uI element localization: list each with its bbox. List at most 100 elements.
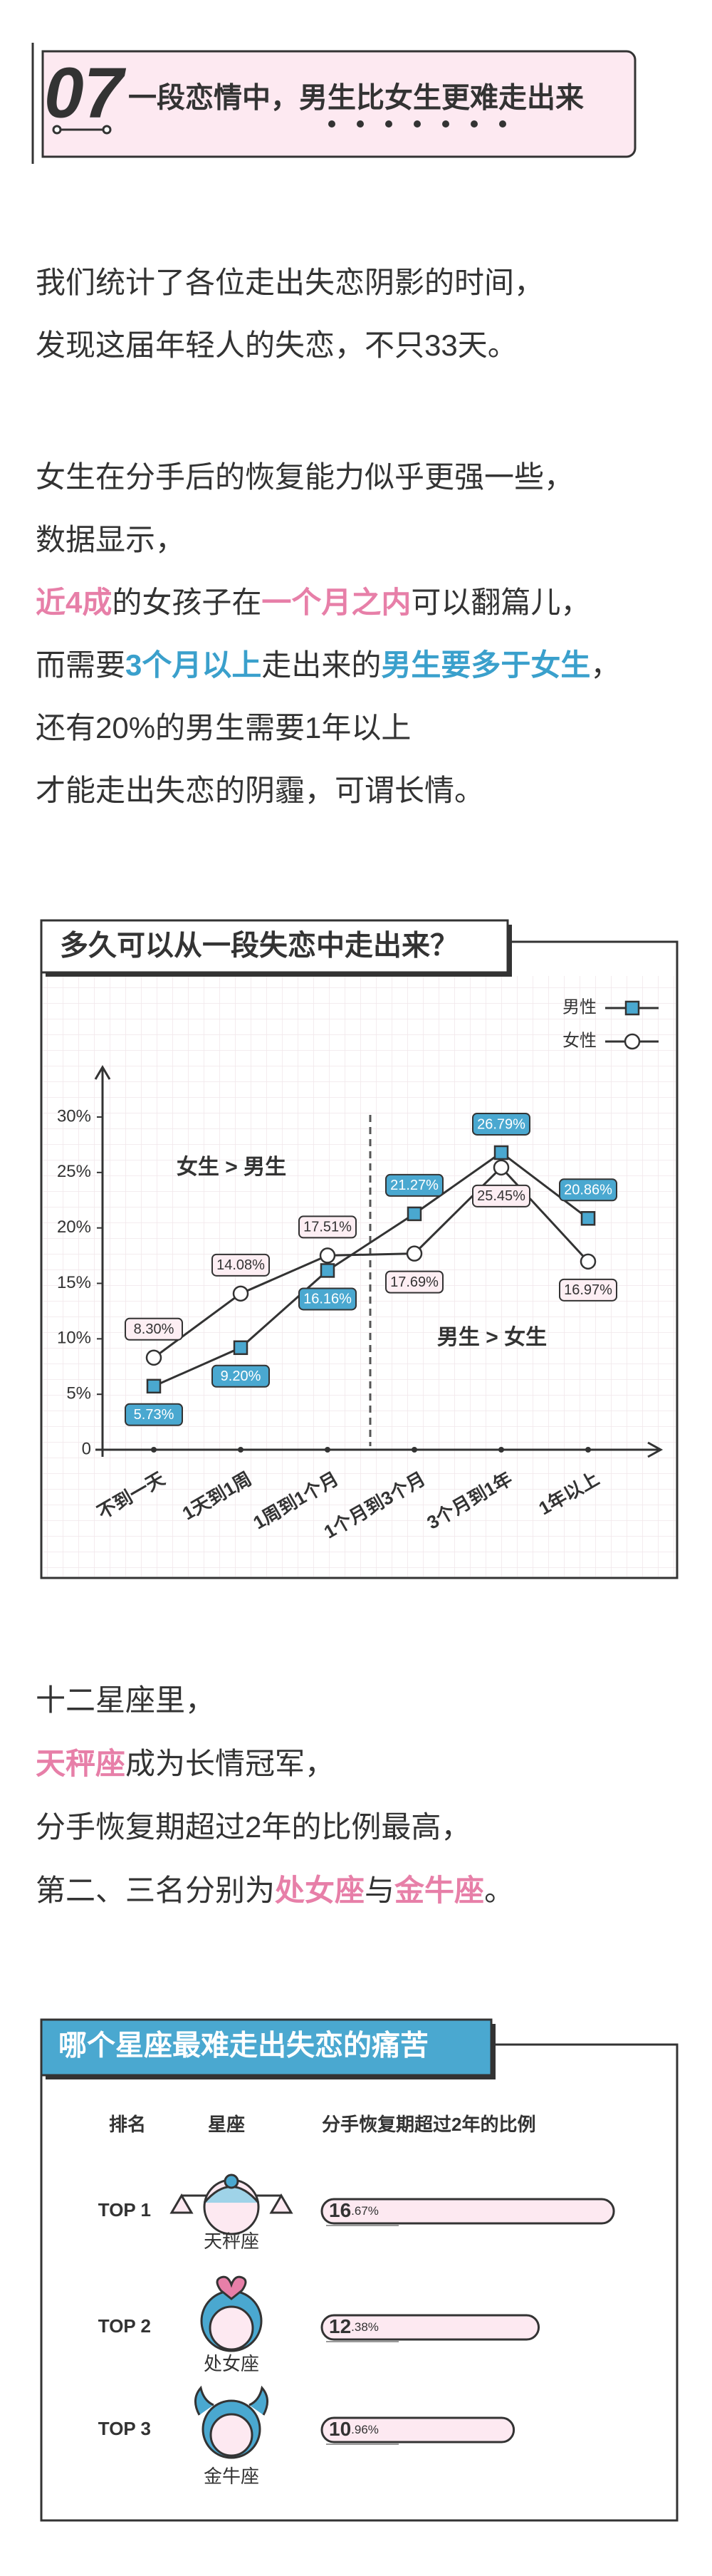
body-text: 第二、三名分别为: [36, 1874, 275, 1907]
data-label-box: [211, 1253, 270, 1277]
data-label: 26.79%: [477, 1116, 525, 1132]
x-tick-dot: [412, 1447, 417, 1453]
paragraph-line: 十二星座里，: [36, 1683, 215, 1717]
body-text: 与: [365, 1874, 394, 1907]
highlight-text: 天秤座: [36, 1747, 125, 1780]
body-text: 十二星座里，: [36, 1683, 215, 1717]
data-label-box: [385, 1270, 444, 1294]
data-label-box: [211, 1364, 270, 1388]
x-tick-dot: [238, 1447, 244, 1453]
body-text: 而需要: [36, 648, 125, 682]
section-number: 07: [44, 53, 127, 133]
bar-label: 16.67%: [329, 2199, 379, 2221]
body-text: 我们统计了各位走出失恋阴影的时间，: [36, 266, 544, 299]
table-frame: 哪个星座最难走出失恋的痛苦: [40, 2018, 679, 2522]
x-tick-dot: [498, 1447, 504, 1453]
marker: [145, 1349, 162, 1366]
body-text: 。: [484, 1874, 514, 1907]
body-text: 走出来的: [261, 648, 381, 682]
paragraph-line: 数据显示，: [36, 523, 185, 556]
y-tick-label: 25%: [57, 1162, 91, 1181]
marker: [580, 1211, 596, 1226]
y-tick-label: 10%: [57, 1329, 91, 1348]
paragraph-line: 分手恢复期超过2年的比例最高，: [36, 1810, 471, 1844]
x-tick-dot: [585, 1447, 591, 1453]
marker: [232, 1285, 249, 1302]
bar-label-int: 10: [329, 2418, 351, 2440]
table-header: 分手恢复期超过2年的比例: [322, 2114, 535, 2135]
icon-taurus: [194, 2385, 268, 2459]
data-label: 14.08%: [216, 1257, 265, 1273]
data-label: 16.97%: [564, 1282, 612, 1298]
marker: [233, 1340, 248, 1356]
bar: [320, 2198, 615, 2225]
header: 07 一段恋情中，男生比女生更难走出来: [31, 43, 637, 164]
highlight-text: 金牛座: [394, 1874, 484, 1907]
data-label: 5.73%: [134, 1407, 174, 1423]
data-label: 17.69%: [390, 1274, 439, 1290]
paragraph-line: 而需要3个月以上走出来的男生要多于女生，: [36, 648, 620, 682]
highlight-text: 男生要多于女生: [381, 648, 590, 682]
rank: TOP 3: [98, 2418, 151, 2439]
highlight-text: 处女座: [275, 1874, 365, 1907]
legend-marker: [624, 1000, 640, 1016]
bar-label-dec: .67%: [351, 2204, 379, 2218]
chart-frame: 多久可以从一段失恋中走出来？: [40, 919, 679, 1579]
bar-label: 12.38%: [329, 2315, 379, 2337]
sign-name: 处女座: [204, 2353, 259, 2374]
paragraph-line: 第二、三名分别为处女座与金牛座。: [36, 1874, 514, 1907]
highlight-text: 近4成: [36, 586, 112, 619]
paragraph-line: 还有20%的男生需要1年以上: [36, 711, 411, 744]
bar-label: 10.96%: [329, 2418, 379, 2440]
series-line: [153, 1165, 590, 1359]
annotation: 男生 > 女生: [437, 1325, 547, 1349]
marker: [319, 1247, 336, 1264]
legend-label: 男性: [562, 997, 597, 1017]
data-label-box: [298, 1215, 357, 1239]
paragraph-line: 才能走出失恋的阴霾，可谓长情。: [36, 774, 484, 807]
rank: TOP 2: [98, 2315, 151, 2337]
bar: [320, 2314, 540, 2341]
data-label: 17.51%: [303, 1220, 352, 1235]
data-label-box: [559, 1278, 617, 1302]
table-header: 排名: [109, 2114, 146, 2135]
x-tick-dot: [151, 1447, 157, 1453]
y-tick-label: 5%: [66, 1384, 91, 1403]
paragraph-line: 发现这届年轻人的失恋，不只33天。: [36, 328, 518, 362]
paragraph-line: 近4成的女孩子在一个月之内可以翻篇儿，: [36, 586, 590, 619]
y-tick-label: 15%: [57, 1273, 91, 1292]
chart-title: 多久可以从一段失恋中走出来？: [60, 930, 459, 962]
annotation: 女生 > 男生: [177, 1155, 286, 1179]
rank: TOP 1: [98, 2199, 151, 2221]
body-text: 数据显示，: [36, 523, 185, 556]
data-label: 21.27%: [390, 1178, 439, 1193]
data-label-box: [298, 1287, 357, 1311]
sign-name: 天秤座: [204, 2230, 259, 2252]
body-text: 才能走出失恋的阴霾，可谓长情。: [36, 774, 484, 807]
icon-virgo: [200, 2275, 263, 2352]
body-text: 的女孩子在: [112, 586, 261, 619]
bar-label-int: 16: [329, 2199, 351, 2221]
data-label-box: [472, 1184, 530, 1208]
body-text: 还有20%的男生需要1年以上: [36, 711, 411, 744]
data-label: 25.45%: [477, 1188, 525, 1204]
body-text: ，: [590, 648, 620, 682]
y-tick-label: 20%: [57, 1217, 91, 1237]
y-tick-label: 0: [82, 1439, 91, 1458]
body-text: 女生在分手后的恢复能力似乎更强一些，: [36, 460, 574, 494]
bar: [320, 2416, 515, 2443]
sign-name: 金牛座: [204, 2466, 259, 2487]
section-title: 一段恋情中，男生比女生更难走出来: [128, 82, 584, 114]
data-label-box: [385, 1173, 444, 1197]
table-title: 哪个星座最难走出失恋的痛苦: [58, 2030, 429, 2062]
body-text: 可以翻篇儿，: [411, 586, 590, 619]
bar-label-int: 12: [329, 2315, 351, 2337]
highlight-text: 3个月以上: [125, 648, 261, 682]
icon-libra: [169, 2174, 293, 2235]
data-label-box: [125, 1403, 183, 1426]
body-text: 分手恢复期超过2年的比例最高，: [36, 1810, 471, 1844]
data-label: 20.86%: [564, 1183, 612, 1198]
marker: [580, 1253, 597, 1270]
paragraph-line: 天秤座成为长情冠军，: [36, 1747, 335, 1780]
